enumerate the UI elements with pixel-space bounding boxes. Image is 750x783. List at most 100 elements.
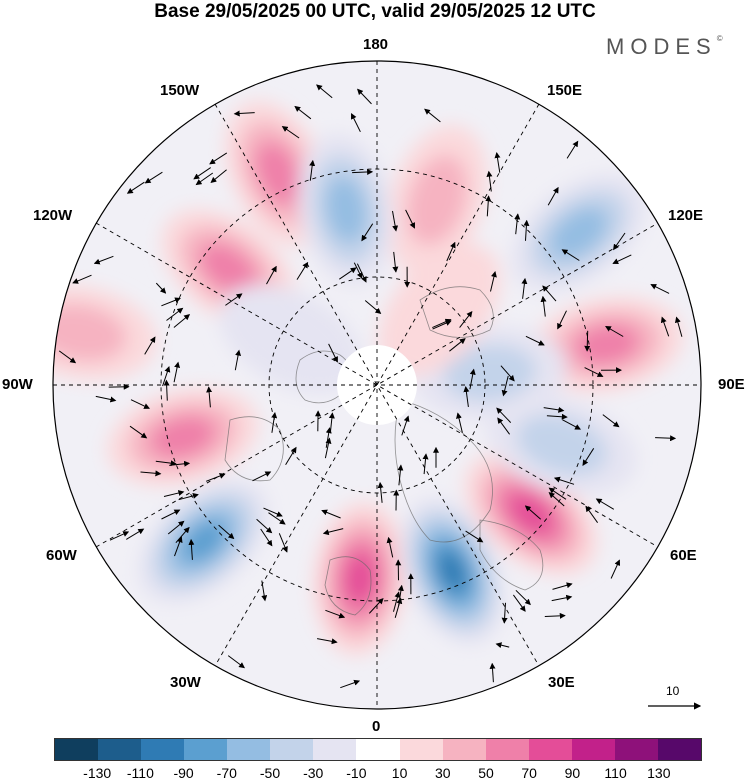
lon-label-180: 180 [363,36,389,53]
wind-arrow [72,274,92,284]
colorbar-segment [485,739,529,760]
colorbar-tick-label: 110 [604,765,627,781]
lon-label-150e: 150E [547,82,583,99]
positive-anomaly [344,552,376,605]
wind-arrow [340,679,361,689]
lon-label-30e: 30E [548,674,575,691]
wind-arrow [218,524,235,540]
wind-arrow [233,110,255,117]
wind-arrow [294,105,312,120]
wind-arrow [501,375,509,397]
colorbar-segment [270,739,314,760]
positive-anomaly [508,493,554,535]
wind-arrow [317,638,338,645]
wind-arrow [163,379,170,401]
wind-arrow [650,284,670,294]
wind-arrow [126,528,145,540]
wind-arrow [562,419,581,430]
wind-arrow [605,325,624,337]
wind-arrow [459,311,473,328]
wind-arrow [234,349,242,371]
wind-arrow [324,437,332,459]
colorbar-segment [313,739,357,760]
wind-arrow [485,195,492,217]
wind-arrow [655,435,677,442]
wind-arrow [542,285,557,302]
wind-arrow [260,528,273,547]
negative-anomaly [549,207,608,259]
wind-arrow [582,448,595,466]
wind-arrow [321,509,341,519]
wind-arrow [309,159,316,181]
colorbar-tick-label: -50 [259,765,281,781]
wind-arrow [281,126,300,139]
wind-arrow [144,336,156,355]
wind-arrow [394,597,403,618]
colorbar-tick-label: 130 [647,765,671,781]
wind-arrow [352,169,374,175]
positive-anomaly [200,243,258,296]
wind-arrow [551,594,573,602]
wind-arrow [501,602,508,624]
logo-mark: © [716,34,723,43]
wind-arrow [361,223,374,242]
wind-arrow [463,386,470,407]
wind-arrow [521,277,528,299]
wind-arrow [278,533,288,553]
wind-arrow [392,251,399,273]
wind-arrow [266,265,277,285]
wind-arrow [523,219,530,241]
wind-arrow [422,453,429,475]
wind-arrow [285,446,297,465]
wind-arrow [167,520,185,535]
wind-arrow [544,612,566,619]
lon-label-0: 0 [372,718,381,735]
colorbar-segment [356,739,400,760]
wind-arrow [497,417,511,435]
wind-arrow [328,412,335,434]
negative-anomaly [325,176,367,243]
positive-anomaly [406,155,468,246]
wind-arrow [155,282,167,294]
wind-arrow [432,320,452,330]
wind-arrow [515,589,531,606]
wind-arrow [155,460,177,467]
positive-anomaly [378,244,501,378]
wind-arrow [175,526,190,544]
wind-arrow [163,490,185,497]
wind-arrow [540,295,547,317]
colorbar-tick-label: 70 [521,765,537,781]
wind-arrow [252,471,272,482]
wind-arrow [263,507,283,517]
wind-arrow [144,171,163,184]
wind-arrow [495,642,510,649]
wind-arrow [206,386,213,408]
vector-scale-label: 10 [666,684,680,698]
wind-arrow [225,293,243,306]
colorbar-tick-label: 10 [391,765,408,781]
positive-anomaly [573,324,640,365]
wind-arrow [95,395,117,403]
colorbar-segment [55,739,99,760]
colorbar-tick-label: -110 [126,765,154,781]
wind-arrow [129,425,148,439]
colorbar-segment [571,739,615,760]
wind-arrow [548,492,565,507]
colorbar-segment [98,739,142,760]
wind-arrow [271,412,278,433]
wind-arrow [58,350,77,364]
wind-arrow [489,662,496,683]
wind-arrow [357,88,372,105]
wind-arrow [377,481,384,503]
wind-arrow [557,310,567,330]
wind-arrow [660,316,670,337]
wind-arrow [392,210,399,232]
colorbar-segment [442,739,486,760]
wind-arrow [393,591,401,612]
colorbar-tick-label: -130 [83,765,112,781]
lon-label-150w: 150W [160,82,200,99]
negative-anomaly [219,284,364,395]
negative-anomaly [438,551,467,592]
wind-arrow [109,531,130,541]
